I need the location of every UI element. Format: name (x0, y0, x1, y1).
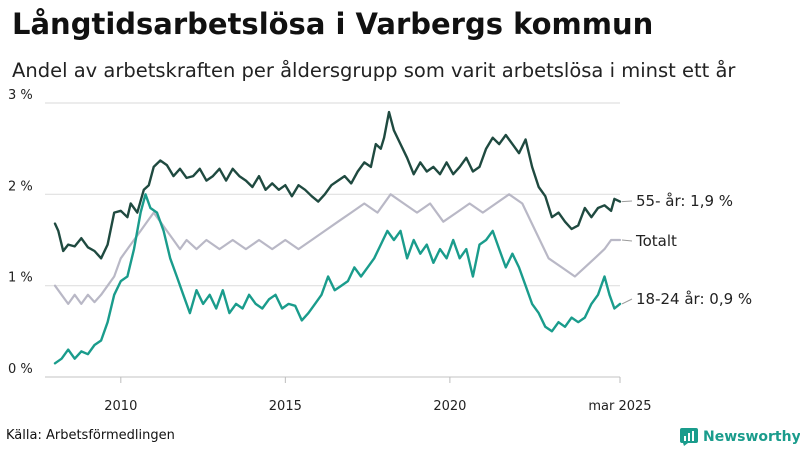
leader-line-55-r (621, 200, 633, 203)
series-line-totalt (53, 193, 622, 305)
series-end-label-55-r: 55- år: 1,9 % (636, 192, 733, 210)
series-line-55-r (53, 110, 622, 260)
x-tick-label-mar-2025: mar 2025 (588, 399, 651, 414)
y-tick-label-3: 3 % (8, 88, 33, 103)
chart-logo-icon (680, 428, 698, 446)
source-note: Källa: Arbetsförmedlingen (6, 428, 175, 443)
brand-name: Newsworthy (703, 429, 800, 445)
chart-title: Långtidsarbetslösa i Varbergs kommun (12, 7, 654, 41)
x-tick-label-2020: 2020 (433, 399, 466, 414)
series-end-label-totalt: Totalt (635, 232, 677, 250)
leader-line-totalt (621, 239, 633, 242)
leader-line-18-24-r (621, 298, 633, 305)
chart-subtitle: Andel av arbetskraften per åldersgrupp s… (12, 59, 736, 82)
brand-logo: Newsworthy (680, 426, 800, 448)
x-tick-label-2010: 2010 (104, 399, 137, 414)
y-tick-label-1: 1 % (8, 271, 33, 286)
series-line-18-24-r (53, 193, 622, 365)
x-tick-label-2015: 2015 (269, 399, 302, 414)
series-end-label-18-24-r: 18-24 år: 0,9 % (636, 290, 752, 308)
y-tick-label-2: 2 % (8, 179, 33, 194)
y-tick-label-0: 0 % (8, 362, 33, 377)
